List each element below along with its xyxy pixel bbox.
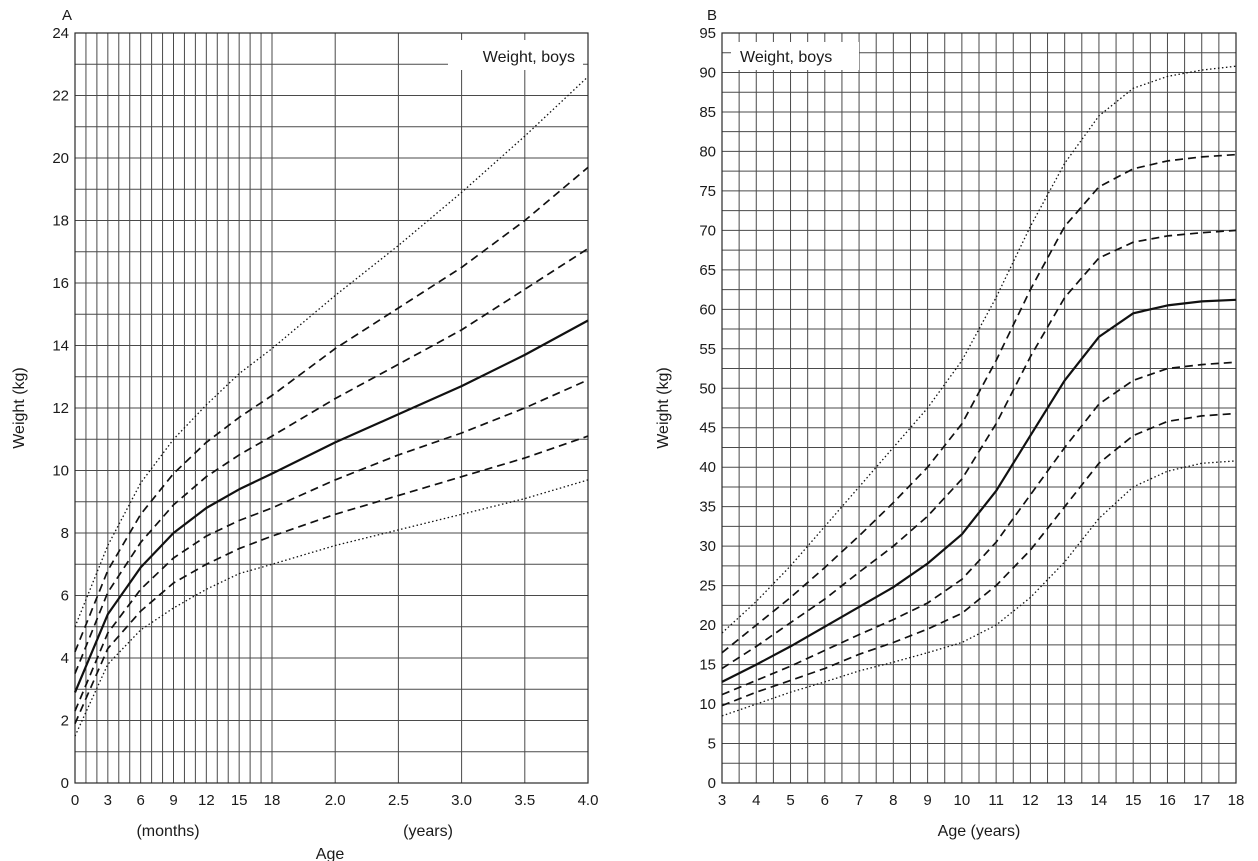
y-tick-label: 55 (699, 341, 716, 358)
y-tick-label: 24 (52, 25, 69, 42)
x-tick-label: 3.5 (514, 792, 535, 809)
y-tick-label: 12 (52, 400, 69, 417)
y-tick-label: 85 (699, 104, 716, 121)
y-tick-label: 75 (699, 183, 716, 200)
x-tick-label: 11 (988, 792, 1004, 809)
y-tick-label: 30 (699, 538, 716, 555)
y-tick-label: 6 (61, 588, 69, 605)
x-tick-label: 6 (136, 792, 144, 809)
x-tick-label: 12 (198, 792, 215, 809)
x-tick-label: 14 (1091, 792, 1108, 809)
y-tick-label: 10 (699, 696, 716, 713)
y-tick-label: 4 (61, 650, 69, 667)
x-tick-label: 4 (752, 792, 760, 809)
x-tick-label: 3 (718, 792, 726, 809)
y-tick-label: 95 (699, 25, 716, 42)
x-tick-label: 2.5 (388, 792, 409, 809)
x-tick-label: 4.0 (578, 792, 599, 809)
y-tick-label: 60 (699, 301, 716, 318)
series-line-5 (721, 229, 1237, 670)
title-bg (448, 40, 583, 70)
x-tick-label: 6 (821, 792, 829, 809)
x-tick-label: 3 (104, 792, 112, 809)
x-axis-label: Age (316, 846, 345, 861)
chart-title: Weight, boys (740, 49, 832, 66)
series-line-5 (74, 247, 589, 674)
series-line-3 (74, 379, 589, 712)
y-tick-label: 0 (61, 775, 69, 792)
y-tick-label: 8 (61, 525, 69, 542)
y-tick-label: 80 (699, 143, 716, 160)
y-tick-label: 10 (52, 463, 69, 480)
plot-frame (721, 32, 1237, 784)
y-tick-label: 0 (708, 775, 716, 792)
x-tick-label: 8 (889, 792, 897, 809)
y-tick-label: 25 (699, 578, 716, 595)
y-tick-label: 20 (699, 617, 716, 634)
y-tick-label: 50 (699, 380, 716, 397)
y-tick-label: 70 (699, 222, 716, 239)
series-line-4 (73, 319, 589, 693)
x-tick-label: 18 (1228, 792, 1245, 809)
y-axis-label: Weight (kg) (655, 367, 672, 449)
x-tick-label: 13 (1056, 792, 1073, 809)
panel-b: Weight, boys0510152025303540455055606570… (655, 7, 1244, 840)
x-tick-label: 10 (954, 792, 971, 809)
y-tick-label: 22 (52, 88, 69, 105)
y-tick-label: 90 (699, 64, 716, 81)
x-tick-label: 17 (1193, 792, 1210, 809)
x-tick-label: 9 (923, 792, 931, 809)
series-line-4 (721, 298, 1237, 683)
plot-frame (74, 32, 589, 784)
y-tick-label: 16 (52, 275, 69, 292)
x-tick-label: 12 (1022, 792, 1039, 809)
series-line-3 (721, 361, 1237, 696)
series-line-2 (74, 435, 589, 724)
y-tick-label: 14 (52, 338, 69, 355)
series-line-6 (74, 166, 589, 653)
x-sublabel-years: (years) (403, 823, 453, 840)
x-tick-label: 0 (71, 792, 79, 809)
series-line-6 (721, 153, 1237, 654)
y-tick-label: 40 (699, 459, 716, 476)
panel-letter: B (707, 7, 717, 24)
x-tick-label: 7 (855, 792, 863, 809)
x-sublabel-months: (months) (136, 823, 199, 840)
y-tick-label: 20 (52, 150, 69, 167)
series-line-2 (721, 412, 1237, 707)
x-tick-label: 3.0 (451, 792, 472, 809)
series-line-1 (74, 479, 589, 737)
x-tick-label: 15 (231, 792, 248, 809)
x-tick-label: 5 (786, 792, 794, 809)
x-axis-label: Age (years) (938, 823, 1021, 840)
x-tick-label: 16 (1159, 792, 1176, 809)
x-tick-label: 9 (169, 792, 177, 809)
y-tick-label: 2 (61, 713, 69, 730)
panel-letter: A (62, 7, 72, 24)
y-tick-label: 5 (708, 736, 716, 753)
y-tick-label: 65 (699, 262, 716, 279)
y-tick-label: 35 (699, 499, 716, 516)
x-tick-label: 2.0 (325, 792, 346, 809)
y-tick-label: 15 (699, 657, 716, 674)
chart-title: Weight, boys (483, 49, 575, 66)
x-tick-label: 15 (1125, 792, 1142, 809)
title-bg (731, 42, 859, 70)
x-tick-label: 18 (264, 792, 281, 809)
y-tick-label: 45 (699, 420, 716, 437)
y-axis-label: Weight (kg) (11, 367, 28, 449)
y-tick-label: 18 (52, 213, 69, 230)
